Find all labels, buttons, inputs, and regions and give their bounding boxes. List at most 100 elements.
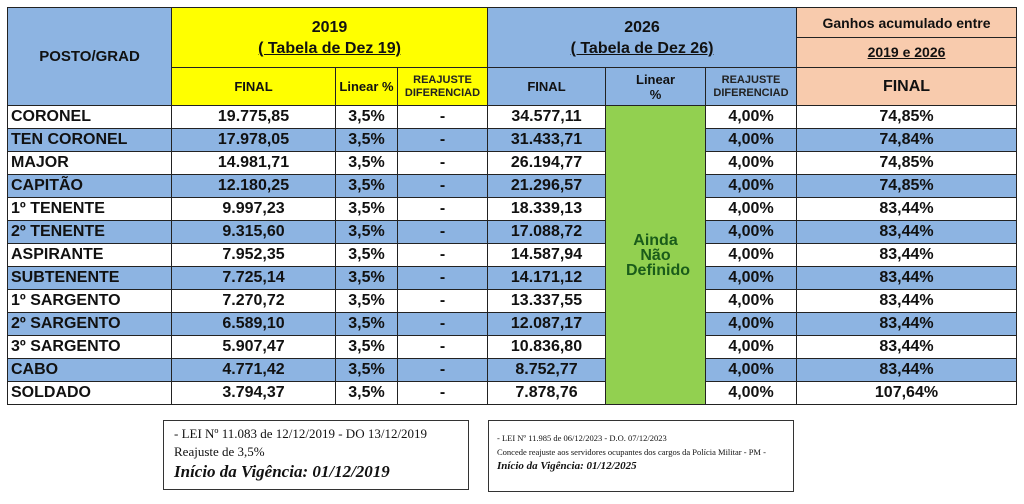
posto-header: POSTO/GRAD xyxy=(7,7,172,106)
ganhos-cell: 83,44% xyxy=(796,266,1017,290)
final-2019-header: FINAL xyxy=(171,67,336,106)
lei-2023-note: - LEI Nº 11.985 de 06/12/2023 - D.O. 07/… xyxy=(488,420,794,492)
table-row: 1º TENENTE 9.997,23 3,5% -18.339,13 4,00% 83,… xyxy=(7,197,1017,221)
final-2019-cell: 7.270,72 xyxy=(171,289,336,313)
salary-comparison-table: POSTO/GRAD 2019 ( Tabela de Dez 19) 2026 (… xyxy=(7,7,1017,405)
table-row: TEN CORONEL 17.978,05 3,5% -31.433,71 4,00% 7… xyxy=(7,128,1017,152)
ganhos-title: Ganhos acumulado entre xyxy=(797,9,1016,38)
lei-2019-line1: - LEI Nº 11.083 de 12/12/2019 - DO 13/12… xyxy=(174,426,428,441)
posto-cell: 1º SARGENTO xyxy=(7,289,172,313)
final-2019-cell: 3.794,37 xyxy=(171,381,336,405)
reajuste-2019-cell: - xyxy=(397,266,488,290)
final-2026-cell: 26.194,77 xyxy=(487,151,606,175)
final-2019-cell: 19.775,85 xyxy=(171,105,336,129)
linear-2019-cell: 3,5% xyxy=(335,220,398,244)
posto-cell: MAJOR xyxy=(7,151,172,175)
final-2026-cell: 21.296,57 xyxy=(487,174,606,198)
posto-cell: 2º TENENTE xyxy=(7,220,172,244)
lei-2023-line1: - LEI Nº 11.985 de 06/12/2023 - D.O. 07/… xyxy=(497,433,667,443)
ganhos-cell: 83,44% xyxy=(796,220,1017,244)
table-row: 3º SARGENTO 5.907,47 3,5% -10.836,80 4,00% 83… xyxy=(7,335,1017,359)
reajuste-2019-cell: - xyxy=(397,289,488,313)
linear-2019-cell: 3,5% xyxy=(335,335,398,359)
final-2019-cell: 9.315,60 xyxy=(171,220,336,244)
final-2019-cell: 17.978,05 xyxy=(171,128,336,152)
linear-2019-cell: 3,5% xyxy=(335,174,398,198)
lei-2023-line2: Concede reajuste aos servidores ocupante… xyxy=(497,447,766,457)
posto-cell: CABO xyxy=(7,358,172,382)
lei-2019-line3: Início da Vigência: 01/12/2019 xyxy=(174,462,390,481)
final-2026-cell: 17.088,72 xyxy=(487,220,606,244)
reajuste-2026-cell: 4,00% xyxy=(705,289,797,313)
reajuste-2019-cell: - xyxy=(397,151,488,175)
reajuste-2026-cell: 4,00% xyxy=(705,197,797,221)
final-2019-cell: 6.589,10 xyxy=(171,312,336,336)
header-ganhos: Ganhos acumulado entre 2019 e 2026 xyxy=(796,7,1017,68)
final-2019-cell: 14.981,71 xyxy=(171,151,336,175)
posto-cell: 2º SARGENTO xyxy=(7,312,172,336)
linear-2019-cell: 3,5% xyxy=(335,312,398,336)
final-2026-header: FINAL xyxy=(487,67,606,106)
reajuste-2026-cell: 4,00% xyxy=(705,220,797,244)
ganhos-cell: 83,44% xyxy=(796,197,1017,221)
linear-2019-cell: 3,5% xyxy=(335,197,398,221)
linear-2019-cell: 3,5% xyxy=(335,243,398,267)
final-2019-cell: 5.907,47 xyxy=(171,335,336,359)
table-row: 1º SARGENTO 7.270,72 3,5% -13.337,55 4,00% 83… xyxy=(7,289,1017,313)
final-2026-cell: 7.878,76 xyxy=(487,381,606,405)
reajuste-2019-cell: - xyxy=(397,381,488,405)
final-2026-cell: 31.433,71 xyxy=(487,128,606,152)
table-row: ASPIRANTE 7.952,35 3,5% -14.587,94 4,00% 83,4… xyxy=(7,243,1017,267)
lei-2019-line2: Reajuste de 3,5% xyxy=(174,444,265,459)
subtitle-2019: ( Tabela de Dez 19) xyxy=(258,39,401,57)
linear-2019-cell: 3,5% xyxy=(335,289,398,313)
table-row: MAJOR 14.981,71 3,5% -26.194,77 4,00% 74,85% xyxy=(7,151,1017,175)
posto-cell: SOLDADO xyxy=(7,381,172,405)
reajuste-2019-cell: - xyxy=(397,197,488,221)
reajuste-2019-cell: - xyxy=(397,105,488,129)
linear-2019-header: Linear % xyxy=(335,67,398,106)
table-row: 2º TENENTE 9.315,60 3,5% -17.088,72 4,00% 83,… xyxy=(7,220,1017,244)
reajuste-2019-cell: - xyxy=(397,312,488,336)
linear-2019-cell: 3,5% xyxy=(335,105,398,129)
subtitle-2026: ( Tabela de Dez 26) xyxy=(570,39,714,57)
final-2026-cell: 14.171,12 xyxy=(487,266,606,290)
final-2019-cell: 4.771,42 xyxy=(171,358,336,382)
final-2026-cell: 13.337,55 xyxy=(487,289,606,313)
year-2019: 2019 xyxy=(311,18,348,36)
ganhos-final-header: FINAL xyxy=(796,67,1017,106)
ganhos-cell: 74,85% xyxy=(796,174,1017,198)
ganhos-cell: 74,84% xyxy=(796,128,1017,152)
ganhos-cell: 74,85% xyxy=(796,105,1017,129)
reajuste-2019-cell: - xyxy=(397,174,488,198)
lei-2023-line3: Início da Vigência: 01/12/2025 xyxy=(497,460,637,472)
reajuste-2019-header: REAJUSTE DIFERENCIAD xyxy=(397,67,488,106)
linear-2019-cell: 3,5% xyxy=(335,128,398,152)
posto-cell: 1º TENENTE xyxy=(7,197,172,221)
final-2026-cell: 8.752,77 xyxy=(487,358,606,382)
final-2026-cell: 12.087,17 xyxy=(487,312,606,336)
final-2026-cell: 10.836,80 xyxy=(487,335,606,359)
linear-2026-undefined-cell: Ainda Não Definido xyxy=(605,105,706,405)
reajuste-2026-cell: 4,00% xyxy=(705,243,797,267)
ganhos-cell: 83,44% xyxy=(796,289,1017,313)
posto-cell: CORONEL xyxy=(7,105,172,129)
final-2026-cell: 18.339,13 xyxy=(487,197,606,221)
ganhos-cell: 107,64% xyxy=(796,381,1017,405)
reajuste-2026-cell: 4,00% xyxy=(705,335,797,359)
header-2026: 2026 ( Tabela de Dez 26) xyxy=(487,7,797,68)
reajuste-2019-cell: - xyxy=(397,335,488,359)
table-row: CABO 4.771,42 3,5% -8.752,77 4,00% 83,44% xyxy=(7,358,1017,382)
ganhos-subtitle: 2019 e 2026 xyxy=(867,44,946,60)
final-2019-cell: 7.725,14 xyxy=(171,266,336,290)
linear-2019-cell: 3,5% xyxy=(335,381,398,405)
posto-cell: TEN CORONEL xyxy=(7,128,172,152)
final-2019-cell: 12.180,25 xyxy=(171,174,336,198)
posto-cell: SUBTENENTE xyxy=(7,266,172,290)
linear-2026-header: Linear % xyxy=(605,67,706,106)
reajuste-2026-cell: 4,00% xyxy=(705,381,797,405)
final-2019-cell: 9.997,23 xyxy=(171,197,336,221)
posto-cell: ASPIRANTE xyxy=(7,243,172,267)
ganhos-cell: 83,44% xyxy=(796,312,1017,336)
ganhos-cell: 83,44% xyxy=(796,243,1017,267)
